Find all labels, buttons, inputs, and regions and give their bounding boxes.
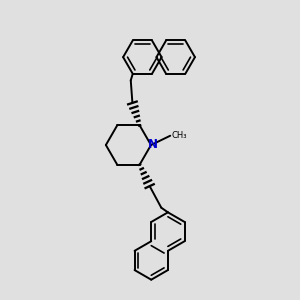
Text: CH₃: CH₃ <box>171 130 187 140</box>
Text: N: N <box>148 137 158 151</box>
